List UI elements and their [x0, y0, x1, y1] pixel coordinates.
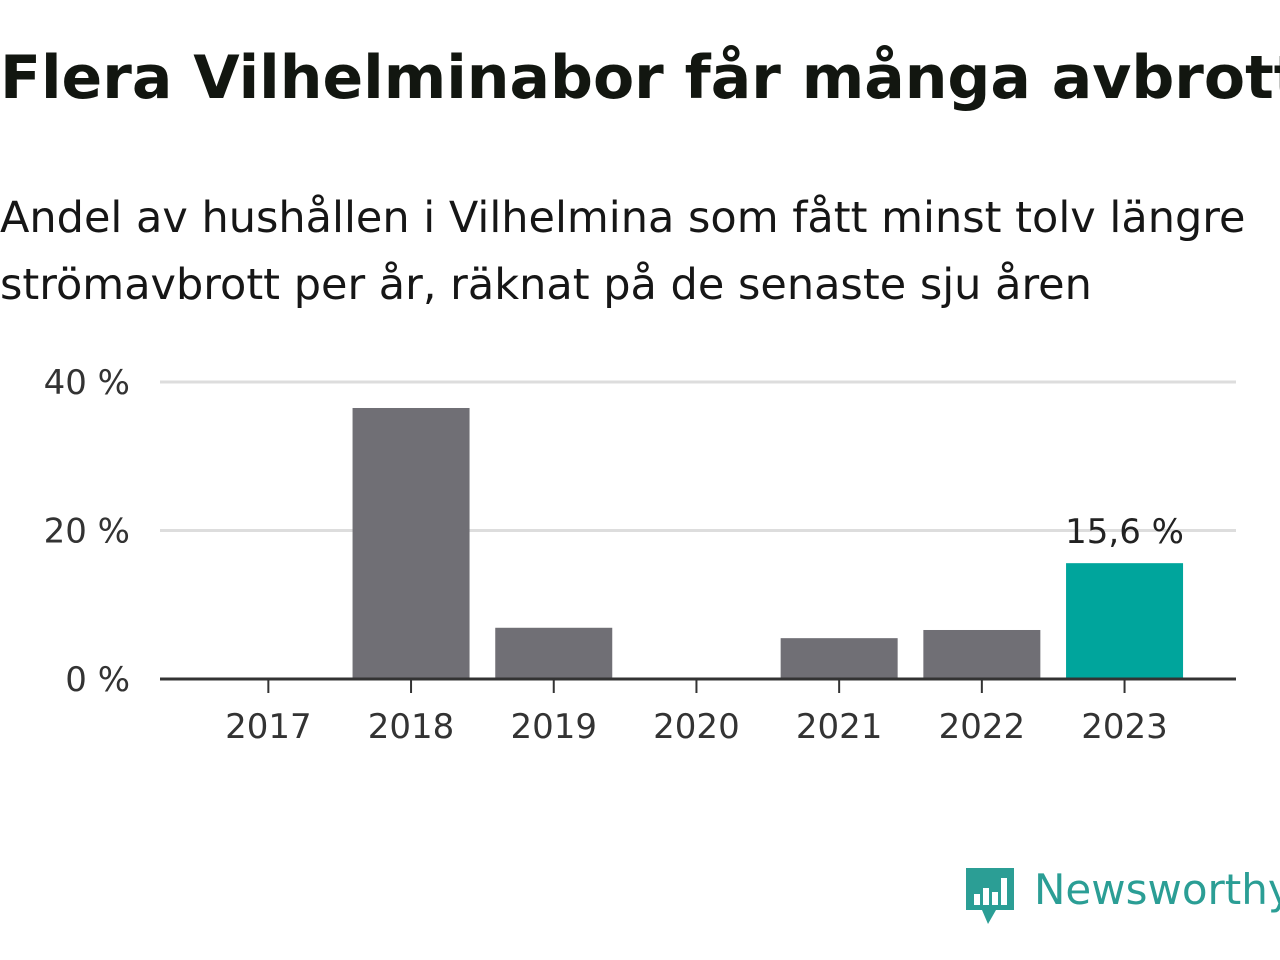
- chart-subtitle: Andel av hushållen i Vilhelmina som fått…: [0, 193, 1246, 310]
- x-tick-label: 2020: [653, 707, 740, 747]
- bar: [780, 638, 898, 679]
- x-tick-label: 2019: [510, 707, 597, 747]
- x-tick-label: 2022: [939, 707, 1026, 747]
- y-tick-label: 20 %: [44, 512, 130, 552]
- bar: [495, 627, 613, 679]
- x-tick-label: 2018: [368, 707, 455, 747]
- chart-title: Flera Vilhelminabor får många avbrott: [0, 43, 1280, 113]
- y-tick-label: 0 %: [65, 660, 130, 700]
- newsworthy-logo: Newsworthy: [964, 866, 1280, 926]
- bar: [923, 629, 1041, 679]
- newsworthy-logo-icon: [966, 868, 1014, 924]
- data-label: 15,6 %: [1065, 512, 1184, 552]
- x-tick-label: 2017: [225, 707, 312, 747]
- bar: [1066, 563, 1184, 679]
- bar: [352, 407, 470, 679]
- x-tick-label: 2023: [1081, 707, 1168, 747]
- y-tick-label: 40 %: [44, 363, 130, 403]
- brand-name: Newsworthy: [1034, 865, 1280, 914]
- x-tick-label: 2021: [796, 707, 883, 747]
